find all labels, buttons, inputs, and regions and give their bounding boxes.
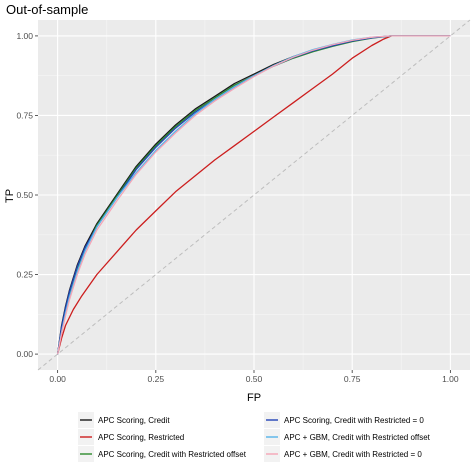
x-axis-title: FP: [247, 392, 261, 404]
series-layer: [56, 35, 451, 355]
series-line-6: [56, 35, 451, 355]
y-tick-label: 0.25: [16, 270, 33, 280]
y-axis-ticks: 0.00 0.25 0.50 0.75 1.00: [16, 31, 38, 359]
legend-item: APC Scoring, Credit with Restricted = 0: [264, 412, 424, 428]
y-tick-label: 0.50: [16, 190, 33, 200]
x-axis-ticks: 0.00 0.25 0.50 0.75 1.00: [49, 370, 459, 384]
x-tick-label: 0.75: [344, 374, 361, 384]
y-tick-label: 0.00: [16, 349, 33, 359]
reference-diagonal: [37, 19, 471, 371]
legend-item: APC Scoring, Restricted: [78, 429, 184, 445]
legend-label: APC Scoring, Credit: [98, 416, 170, 425]
series-line-4: [56, 35, 451, 355]
x-tick-label: 0.00: [49, 374, 66, 384]
legend-item: APC + GBM, Credit with Restricted = 0: [264, 446, 422, 462]
y-tick-label: 0.75: [16, 110, 33, 120]
x-tick-label: 0.50: [246, 374, 263, 384]
y-tick-label: 1.00: [16, 31, 33, 41]
legend-item: APC + GBM, Credit with Restricted offset: [264, 429, 431, 445]
legend-label: APC Scoring, Restricted: [98, 433, 184, 442]
series-line-2: [56, 35, 451, 355]
grid-major: [38, 20, 470, 370]
legend-item: APC Scoring, Credit: [78, 412, 170, 428]
x-tick-label: 0.25: [148, 374, 165, 384]
y-axis-title: TP: [4, 189, 16, 203]
legend-label: APC + GBM, Credit with Restricted offset: [284, 433, 431, 442]
chart-title: Out-of-sample: [6, 2, 88, 17]
legend-label: APC + GBM, Credit with Restricted = 0: [284, 450, 422, 459]
legend-label: APC Scoring, Credit with Restricted = 0: [284, 416, 424, 425]
x-tick-label: 1.00: [442, 374, 459, 384]
legend-label: APC Scoring, Credit with Restricted offs…: [98, 450, 247, 459]
legend-item: APC Scoring, Credit with Restricted offs…: [78, 446, 247, 462]
legend: APC Scoring, Credit APC Scoring, Restrict…: [78, 412, 431, 462]
